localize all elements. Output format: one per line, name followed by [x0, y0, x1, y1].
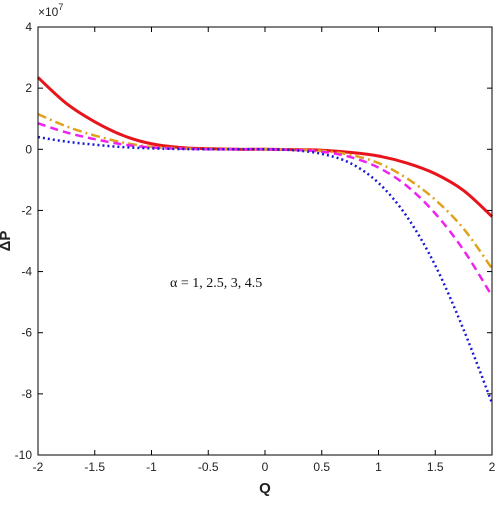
x-axis-label: Q [259, 480, 271, 497]
series-layer [36, 76, 494, 404]
y-tick-label: -8 [21, 387, 32, 401]
y-tick-label: -4 [21, 265, 32, 279]
y-tick-label: -6 [21, 326, 32, 340]
x-tick-label: -0.5 [198, 460, 219, 474]
alpha-annotation: α = 1, 2.5, 3, 4.5 [170, 276, 262, 291]
y-exponent-label: ×107 [38, 2, 63, 19]
x-tick-label: 2 [489, 460, 496, 474]
x-tick-label: 0.5 [313, 460, 330, 474]
y-tick-label: 4 [25, 20, 32, 34]
series-line-4 [37, 135, 494, 404]
series-line-3 [37, 122, 494, 297]
x-tick-label: -2 [33, 460, 44, 474]
x-tick-label: 1 [375, 460, 382, 474]
series-line-1 [36, 76, 494, 218]
y-tick-label: -2 [21, 203, 32, 217]
y-tick-label: -10 [15, 448, 33, 462]
x-tick-label: 0 [262, 460, 269, 474]
ticks-layer: -2 -1.5 -1 -0.5 0 0.5 1 1.5 2 4 2 0 -2 -4 -6 -8 -10 [15, 20, 496, 474]
x-tick-label: -1 [146, 460, 157, 474]
x-tick-label: -1.5 [84, 460, 105, 474]
plot-area-frame [37, 26, 493, 456]
y-tick-label: 0 [25, 142, 32, 156]
x-tick-label: 1.5 [427, 460, 444, 474]
y-tick-label: 2 [25, 81, 32, 95]
y-axis-label: ΔP [0, 231, 14, 252]
series-line-2 [37, 112, 494, 270]
